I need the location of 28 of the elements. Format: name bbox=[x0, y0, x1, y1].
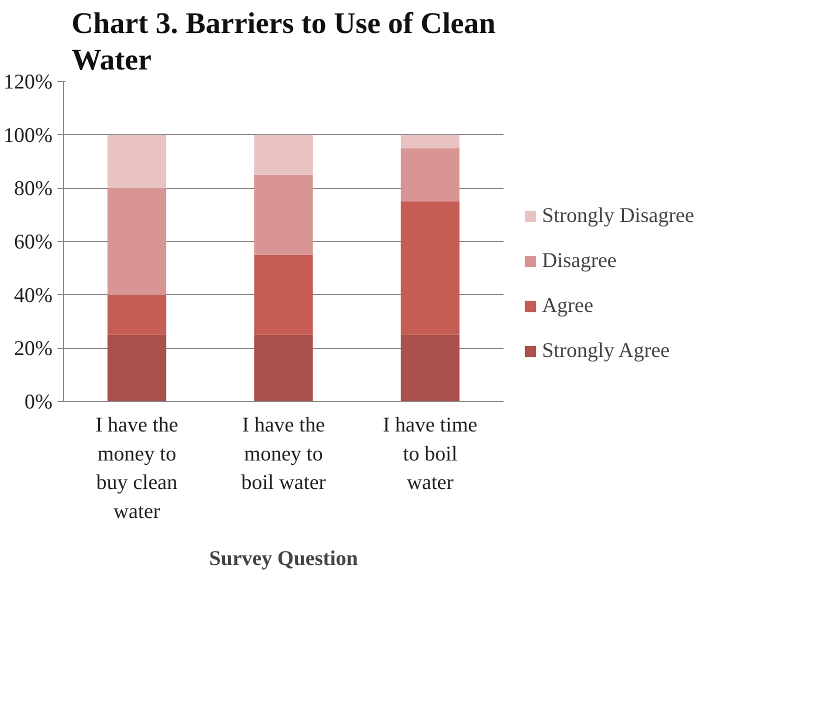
chart-title: Chart 3. Barriers to Use of Clean Water bbox=[71, 7, 496, 76]
y-tick-label: 80% bbox=[14, 176, 53, 200]
legend-label: Strongly Agree bbox=[542, 338, 670, 364]
bar bbox=[108, 294, 166, 335]
legend-label: Strongly Disagree bbox=[542, 203, 694, 228]
y-tick-label: 120% bbox=[4, 70, 53, 94]
legend-label: Disagree bbox=[542, 248, 617, 274]
bar bbox=[108, 188, 166, 295]
bar bbox=[254, 134, 313, 175]
bar bbox=[254, 254, 313, 335]
bar bbox=[108, 334, 166, 402]
y-tick-label: 60% bbox=[14, 230, 53, 254]
bar bbox=[400, 134, 460, 148]
bar bbox=[400, 202, 460, 335]
y-tick-label: 40% bbox=[14, 282, 53, 307]
bar bbox=[254, 174, 313, 255]
legend-label: Agree bbox=[542, 293, 594, 318]
x-tick-label: I have the money to buy clean water bbox=[95, 412, 178, 523]
x-axis-title: Survey Question bbox=[209, 546, 358, 570]
bar bbox=[400, 334, 460, 402]
y-tick-label: 100% bbox=[4, 122, 53, 147]
y-tick-label: 20% bbox=[14, 336, 53, 360]
bar bbox=[254, 334, 313, 402]
bar bbox=[108, 134, 166, 188]
x-tick-label: I have the money to boil water bbox=[241, 412, 326, 494]
bar bbox=[400, 148, 460, 202]
y-tick-label: 0% bbox=[24, 390, 53, 414]
x-tick-label: I have time to boil water bbox=[382, 412, 478, 494]
